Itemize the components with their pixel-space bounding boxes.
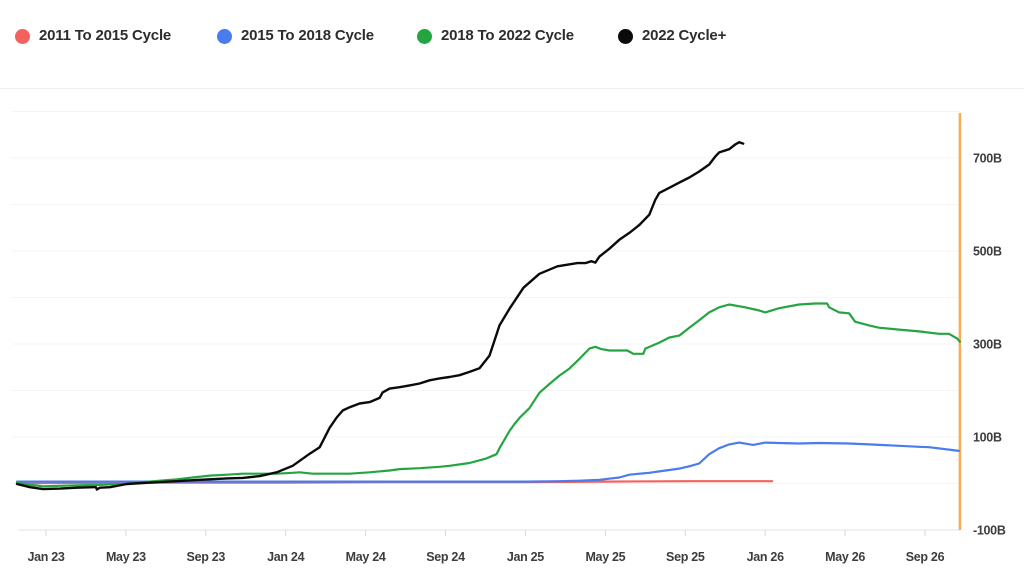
- legend-label: 2022 Cycle+: [642, 27, 727, 44]
- legend-item-2018-2022-cycle[interactable]: 2018 To 2022 Cycle: [417, 27, 574, 45]
- x-tick-label: Sep 25: [666, 550, 705, 564]
- legend-label: 2015 To 2018 Cycle: [241, 27, 374, 44]
- legend-dot-red: [15, 28, 30, 44]
- legend-label: 2018 To 2022 Cycle: [441, 27, 574, 44]
- x-tick-label: May 23: [106, 550, 146, 564]
- y-tick-label: 700B: [973, 152, 1002, 166]
- y-tick-label: -100B: [973, 524, 1006, 538]
- legend-item-2011-2015-cycle[interactable]: 2011 To 2015 Cycle: [15, 27, 171, 45]
- legend-dot-black: [618, 28, 633, 44]
- gridlines: [12, 111, 960, 484]
- y-tick-label: 100B: [973, 431, 1002, 445]
- legend-dot-blue: [217, 28, 232, 44]
- y-tick-label: 300B: [973, 338, 1002, 352]
- x-tick-label: May 26: [825, 550, 865, 564]
- x-tick-label: Jan 24: [267, 550, 304, 564]
- x-tick-label: Jan 25: [507, 550, 544, 564]
- x-tick-label: Jan 26: [747, 550, 784, 564]
- x-axis: Jan 23 May 23 Sep 23 Jan 24 May 24 Sep 24 Jan …: [27, 530, 945, 564]
- chart-legend: 2011 To 2015 Cycle 2015 To 2018 Cycle 20…: [0, 0, 1024, 88]
- y-tick-label: 500B: [973, 245, 1002, 259]
- x-tick-label: Jan 23: [27, 550, 64, 564]
- legend-item-2022-cycle-plus[interactable]: 2022 Cycle+: [618, 27, 726, 45]
- legend-dot-green: [417, 28, 432, 44]
- series-line-2018-2022: [15, 302, 961, 488]
- legend-item-2015-2018-cycle[interactable]: 2015 To 2018 Cycle: [217, 27, 374, 45]
- legend-label: 2011 To 2015 Cycle: [39, 27, 172, 44]
- x-tick-label: Sep 23: [187, 550, 226, 564]
- legend-separator: [0, 88, 1024, 89]
- x-tick-label: Sep 26: [906, 550, 945, 564]
- series-line-2022-plus: [15, 141, 745, 491]
- x-tick-label: May 25: [585, 550, 625, 564]
- series-line-2015-2018: [15, 441, 960, 483]
- x-tick-label: Sep 24: [426, 550, 465, 564]
- x-tick-label: May 24: [346, 550, 386, 564]
- y-axis: 700B 500B 300B 100B -100B: [973, 152, 1006, 538]
